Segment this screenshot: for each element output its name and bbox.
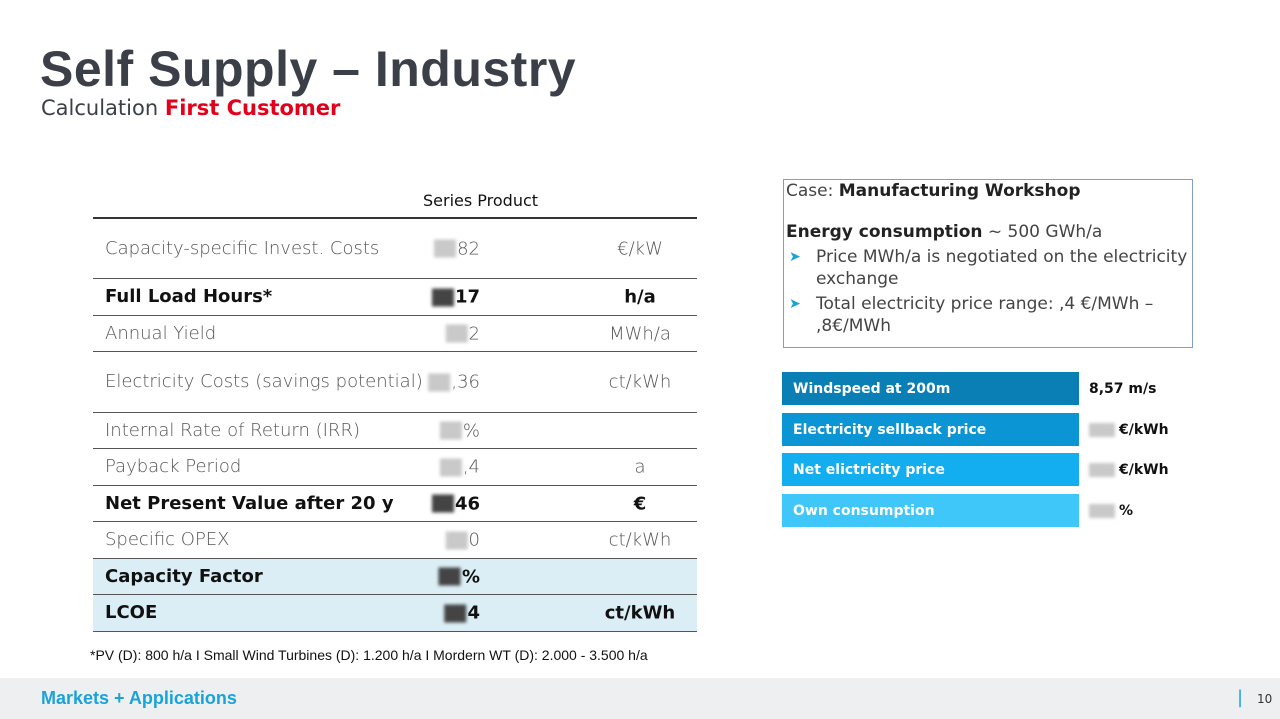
row-value-text: 46 [454,493,480,514]
redacted-block [1089,423,1115,437]
redacted-block [1089,463,1115,477]
row-unit: ct/kWh [604,602,676,624]
metric-label-bar: Own consumption [782,494,1079,527]
table-row: Capacity-specific Invest. Costs 82 €/kW [93,219,697,279]
table-row: Electricity Costs (savings potential) ,3… [93,352,697,413]
row-value-text: ,36 [451,371,481,393]
footnote: *PV (D): 800 h/a I Small Wind Turbines (… [90,647,648,663]
case-name: Manufacturing Workshop [838,181,1081,201]
table-row: LCOE 4 ct/kWh [93,595,697,632]
row-value: ,36 [428,372,480,393]
metric-value: % [1089,503,1133,519]
redacted-block [439,458,462,476]
footer: Markets + Applications | 10 [0,678,1280,719]
footer-separator: | [1237,687,1244,708]
row-value-text: 0 [468,529,481,551]
row-value: 82 [434,238,480,259]
row-value: ,4 [439,456,480,478]
row-label: Internal Rate of Return (IRR) [105,419,360,441]
footer-brand: Markets + Applications [41,688,237,708]
row-unit: € [633,493,647,514]
row-unit: h/a [624,286,656,308]
redacted-block [1089,504,1115,518]
row-label: Capacity-specific Invest. Costs [105,237,380,259]
metric-value-text: €/kWh [1119,462,1169,478]
row-value-text: % [461,566,481,587]
metric-value-text: €/kWh [1119,422,1169,438]
row-unit: ct/kWh [608,371,672,393]
row-label: Full Load Hours* [105,286,273,307]
row-value: 46 [431,493,480,514]
redacted-block [445,324,468,343]
table-row: Specific OPEX 0 ct/kWh [93,522,697,559]
row-label: Net Present Value after 20 y [105,492,394,514]
metric-label-bar: Electricity sellback price [782,413,1079,446]
redacted-block [438,567,461,586]
row-unit: MWh/a [609,323,671,344]
row-value-text: % [462,420,481,441]
metric-value: 8,57 m/s [1089,381,1156,397]
redacted-block [431,494,454,513]
row-value-text: 17 [454,286,480,308]
table-row: Payback Period ,4 a [93,449,697,486]
redacted-block [445,531,468,549]
metric-value: €/kWh [1089,422,1169,438]
arrow-bullet-icon: ➤ [789,249,801,265]
row-value-text: ,4 [462,456,480,478]
page-subtitle: Calculation First Customer [41,96,341,120]
page-number: 10 [1257,692,1273,706]
row-unit: ct/kWh [608,529,672,551]
subtitle-highlight: First Customer [164,96,341,120]
metric-label-bar: Net elictricity price [782,453,1079,486]
list-item: ➤ Total electricity price range: ,4 €/MWh… [789,294,1154,336]
row-value: 17 [431,286,480,308]
row-unit: a [634,456,646,478]
row-label: Payback Period [105,456,242,477]
row-value: 2 [445,323,481,344]
redacted-block [428,373,451,391]
table-row: Annual Yield 2 MWh/a [93,316,697,352]
calculation-table: Series Product Capacity-specific Invest.… [93,188,697,632]
row-label: Specific OPEX [105,529,230,550]
row-value-text: 82 [457,238,480,259]
row-label: Capacity Factor [105,565,263,587]
row-value: 0 [445,529,481,551]
redacted-block [431,288,454,306]
row-label: LCOE [105,602,158,623]
row-label: Electricity Costs (savings potential) [105,371,423,392]
table-header: Series Product [93,188,697,219]
arrow-bullet-icon: ➤ [789,296,801,312]
list-item: ➤ Price MWh/a is negotiated on the electr… [789,247,1188,289]
table-row: Full Load Hours* 17 h/a [93,279,697,316]
row-label: Annual Yield [105,322,217,344]
metric-value-text: % [1119,503,1134,519]
metric-label-bar: Windspeed at 200m [782,372,1079,405]
redacted-block [444,604,467,622]
page-title: Self Supply – Industry [40,41,577,97]
row-value: % [439,420,481,441]
row-value: 4 [444,603,480,624]
metric-value-text: 8,57 m/s [1089,381,1157,397]
metric-value: €/kWh [1089,462,1169,478]
redacted-block [439,421,462,440]
row-unit: €/kW [617,238,663,259]
row-value-text: 4 [467,602,480,624]
row-value-text: 2 [468,323,481,344]
table-row: Net Present Value after 20 y 46 € [93,486,697,522]
table-row: Internal Rate of Return (IRR) % [93,413,697,449]
redacted-block [434,239,457,258]
row-value: % [438,566,481,587]
case-box: Case: Manufacturing Workshop Energy cons… [783,179,1193,348]
table-row: Capacity Factor % [93,559,697,595]
